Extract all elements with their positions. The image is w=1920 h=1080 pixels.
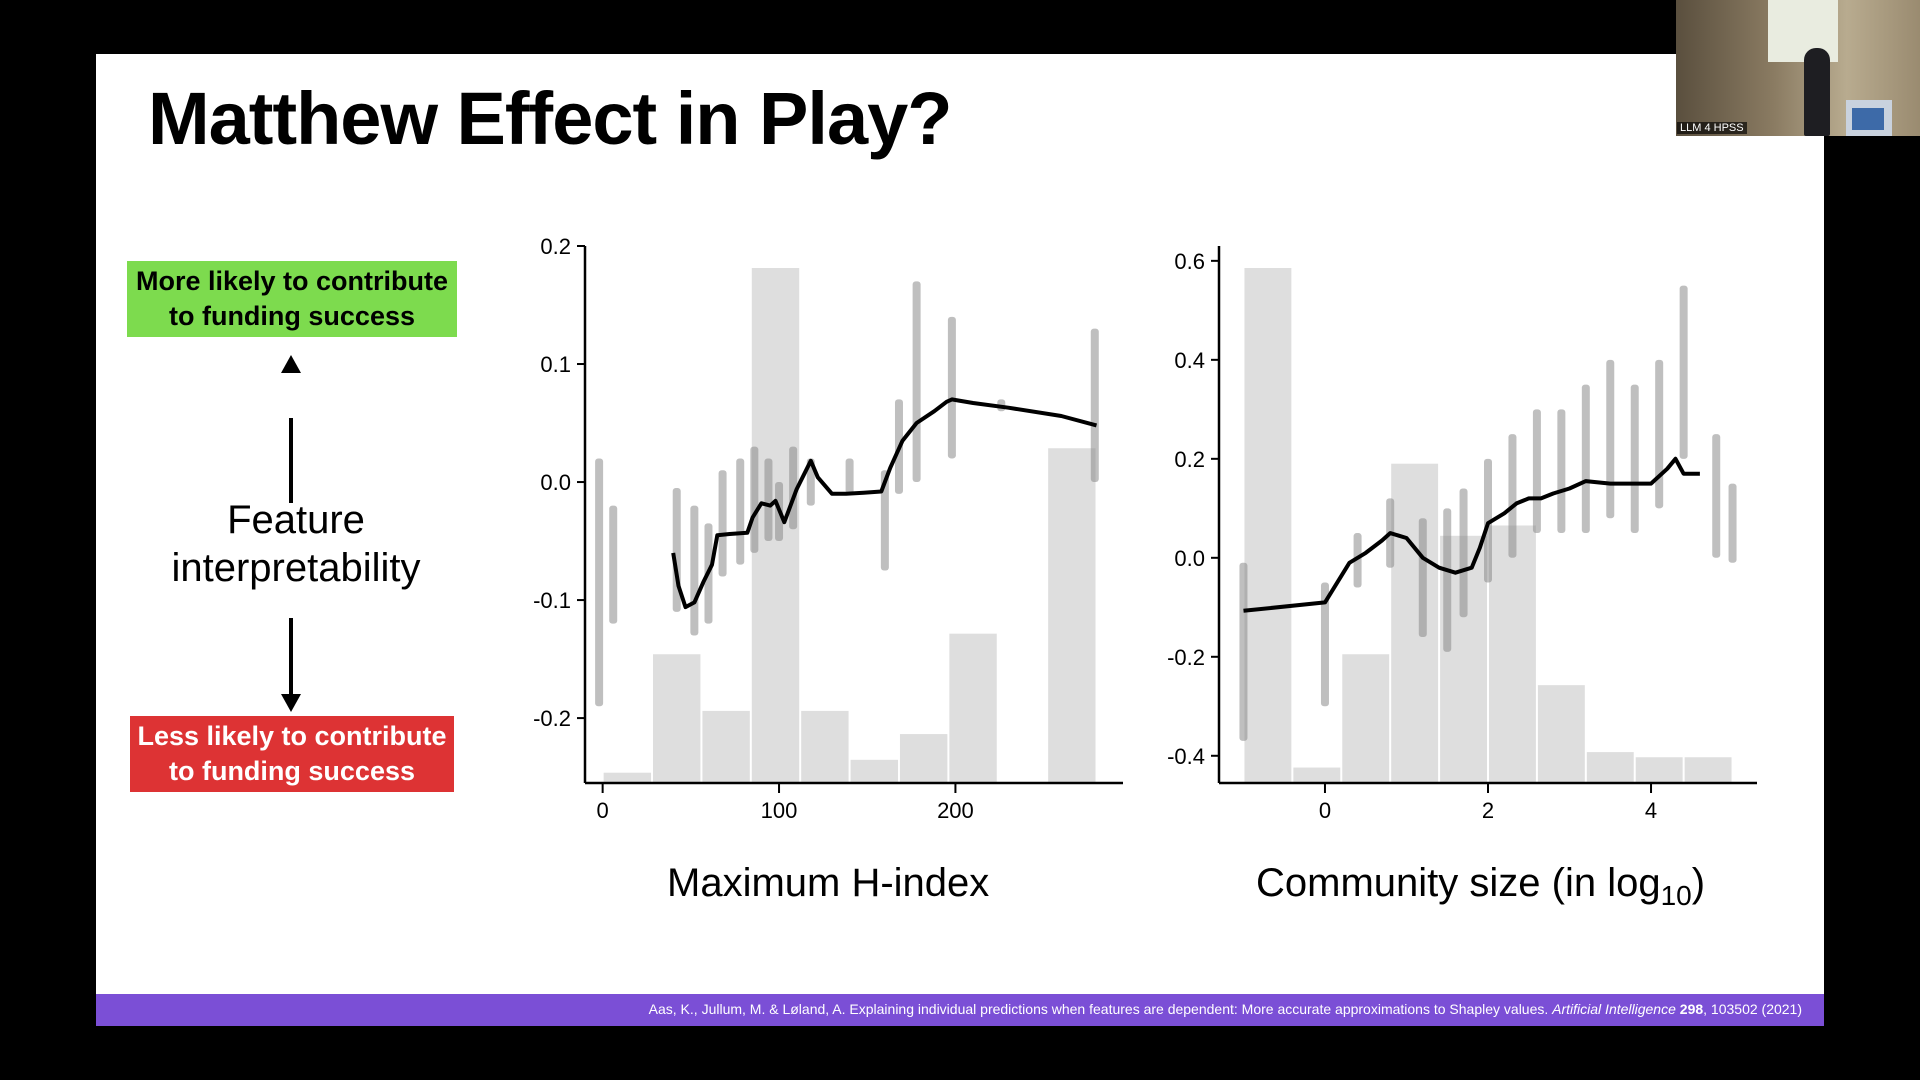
chart1-histogram-bar — [899, 734, 948, 783]
chart1-histogram-bar — [949, 633, 997, 783]
chart1-x-tick-label: 200 — [937, 798, 974, 823]
chart1-y-tick-label: 0.1 — [540, 352, 571, 377]
chart2-y-tick-label: -0.2 — [1167, 645, 1205, 670]
chart1-shap-scatter-column — [736, 458, 745, 565]
chart2-x-tick-label: 0 — [1319, 798, 1331, 823]
chart1-shap-scatter-column — [912, 281, 921, 483]
chart1-histogram-bar — [603, 772, 652, 783]
chart2-xlabel-main: Community size (in log — [1256, 861, 1661, 905]
more-likely-text: More likely to contribute to funding succ… — [135, 266, 449, 331]
chart2-y-tick-label: 0.4 — [1174, 348, 1205, 373]
chart1-shap-scatter-column — [947, 316, 956, 459]
chart2-xlabel-close: ) — [1691, 861, 1706, 905]
chart2-shap-scatter-column — [1606, 359, 1615, 519]
chart2-shap-scatter-column — [1532, 409, 1541, 534]
chart1-shap-scatter-column — [1090, 328, 1099, 483]
less-likely-text: Less likely to contribute to funding succ… — [137, 721, 447, 786]
chart1-histogram-bar — [1048, 448, 1096, 783]
chart1-dependence-line — [671, 397, 1098, 610]
chart1-xlabel: Maximum H-index — [667, 861, 990, 905]
chart1-shap-scatter-column — [750, 446, 759, 553]
chart1-histogram-bar — [702, 710, 750, 783]
slide-title: Matthew Effect in Play? — [148, 77, 952, 160]
chart2-histogram-bar — [1684, 757, 1732, 783]
chart2-histogram-bar — [1635, 757, 1683, 783]
charts-canvas: -0.2 -0.1 0.0 0.1 0.2 0 100 200 -0.4 -0.2 0.0 0.2 0.… — [533, 234, 1757, 823]
feature-label-line2: interpretability — [171, 546, 421, 590]
citation-footer: Aas, K., Jullum, M. & Løland, A. Explain… — [96, 994, 1824, 1026]
chart2-histogram-bar — [1293, 767, 1341, 783]
chart1-y-tick-label: -0.1 — [533, 588, 571, 613]
chart2-shap-scatter-column — [1239, 562, 1248, 741]
more-likely-badge: More likely to contribute to funding succ… — [127, 261, 457, 337]
chart2-y-tick-label: 0.2 — [1174, 447, 1205, 472]
chart2-shap-scatter-column — [1508, 434, 1517, 558]
chart1-histogram-bar — [653, 654, 701, 783]
chart2-xlabel-sub: 10 — [1660, 880, 1692, 911]
up-arrow-icon — [281, 355, 301, 373]
chart2-x-tick-label: 4 — [1645, 798, 1657, 823]
chart1-y-tick-label: -0.2 — [533, 706, 571, 731]
chart2-shap-scatter-column — [1320, 582, 1329, 707]
chart2-histogram-bar — [1489, 525, 1536, 783]
chart2-x-tick-label: 2 — [1482, 798, 1494, 823]
chart1-x-tick-label: 0 — [597, 798, 609, 823]
chart2-shap-scatter-column — [1581, 384, 1590, 534]
chart2-y-tick-label: 0.0 — [1174, 546, 1205, 571]
down-arrow-icon — [281, 694, 301, 712]
feature-label: Feature interpretability — [136, 496, 456, 592]
chart2-shap-scatter-column — [1418, 518, 1427, 637]
chart1-x-tick-label: 100 — [761, 798, 798, 823]
chart2-shap-scatter-column — [1679, 285, 1688, 459]
citation-volume: 298 — [1679, 1001, 1704, 1017]
chart1-shap-scatter-column — [609, 505, 618, 624]
chart2-shap-scatter-column — [1712, 434, 1721, 558]
chart1-shap-scatter-column — [718, 470, 727, 577]
chart2-shap-scatter-column — [1630, 384, 1639, 534]
chart1-histogram-bar — [850, 759, 898, 783]
chart2-histogram-bar — [1244, 268, 1292, 783]
citation-rest: , 103502 (2021) — [1703, 1001, 1802, 1017]
chart2-shap-scatter-column — [1557, 409, 1566, 534]
chart2-shap-scatter-column — [1728, 483, 1737, 563]
citation-authors: Aas, K., Jullum, M. & Løland, A. Explain… — [648, 1001, 1549, 1017]
webcam-label: LLM 4 HPSS — [1677, 122, 1747, 134]
chart1-shap-scatter-column — [764, 458, 773, 542]
chart2-histogram-bar — [1586, 752, 1634, 783]
chart1-shap-scatter-column — [880, 470, 889, 571]
feature-label-line1: Feature — [227, 498, 365, 542]
webcam-podium-logo — [1852, 108, 1884, 130]
chart2-dependence-line — [1243, 456, 1700, 613]
chart1-histogram-bar — [801, 710, 849, 783]
down-arrow-shaft — [289, 618, 293, 698]
chart2-histogram-bar — [1391, 463, 1439, 783]
chart2-shap-scatter-column — [1353, 533, 1362, 588]
chart2-histogram-bar — [1342, 654, 1390, 783]
chart2-y-tick-label: -0.4 — [1167, 744, 1205, 769]
chart2-shap-scatter-column — [1655, 359, 1664, 509]
chart1-y-tick-label: 0.0 — [540, 470, 571, 495]
citation-journal: Artificial Intelligence — [1552, 1001, 1676, 1017]
slide: Matthew Effect in Play? More likely to c… — [96, 54, 1824, 1026]
chart1-shap-scatter-column — [595, 458, 604, 707]
chart2-shap-scatter-column — [1484, 458, 1492, 583]
chart2-xlabel: Community size (in log10) — [1256, 861, 1705, 912]
chart1-shap-scatter-column — [690, 505, 699, 636]
webcam-speaker — [1804, 48, 1830, 136]
chart2-shap-scatter-column — [1443, 508, 1452, 652]
up-arrow-shaft — [289, 418, 293, 503]
chart2-y-tick-label: 0.6 — [1174, 249, 1205, 274]
webcam-thumbnail[interactable]: LLM 4 HPSS — [1676, 0, 1920, 136]
chart1-y-tick-label: 0.2 — [540, 234, 571, 259]
citation-text: Aas, K., Jullum, M. & Løland, A. Explain… — [649, 1001, 1802, 1017]
less-likely-badge: Less likely to contribute to funding succ… — [130, 716, 454, 792]
chart2-histogram-bar — [1537, 685, 1585, 783]
chart1-shap-scatter-column — [845, 458, 854, 494]
chart2-shap-scatter-column — [1459, 488, 1468, 618]
